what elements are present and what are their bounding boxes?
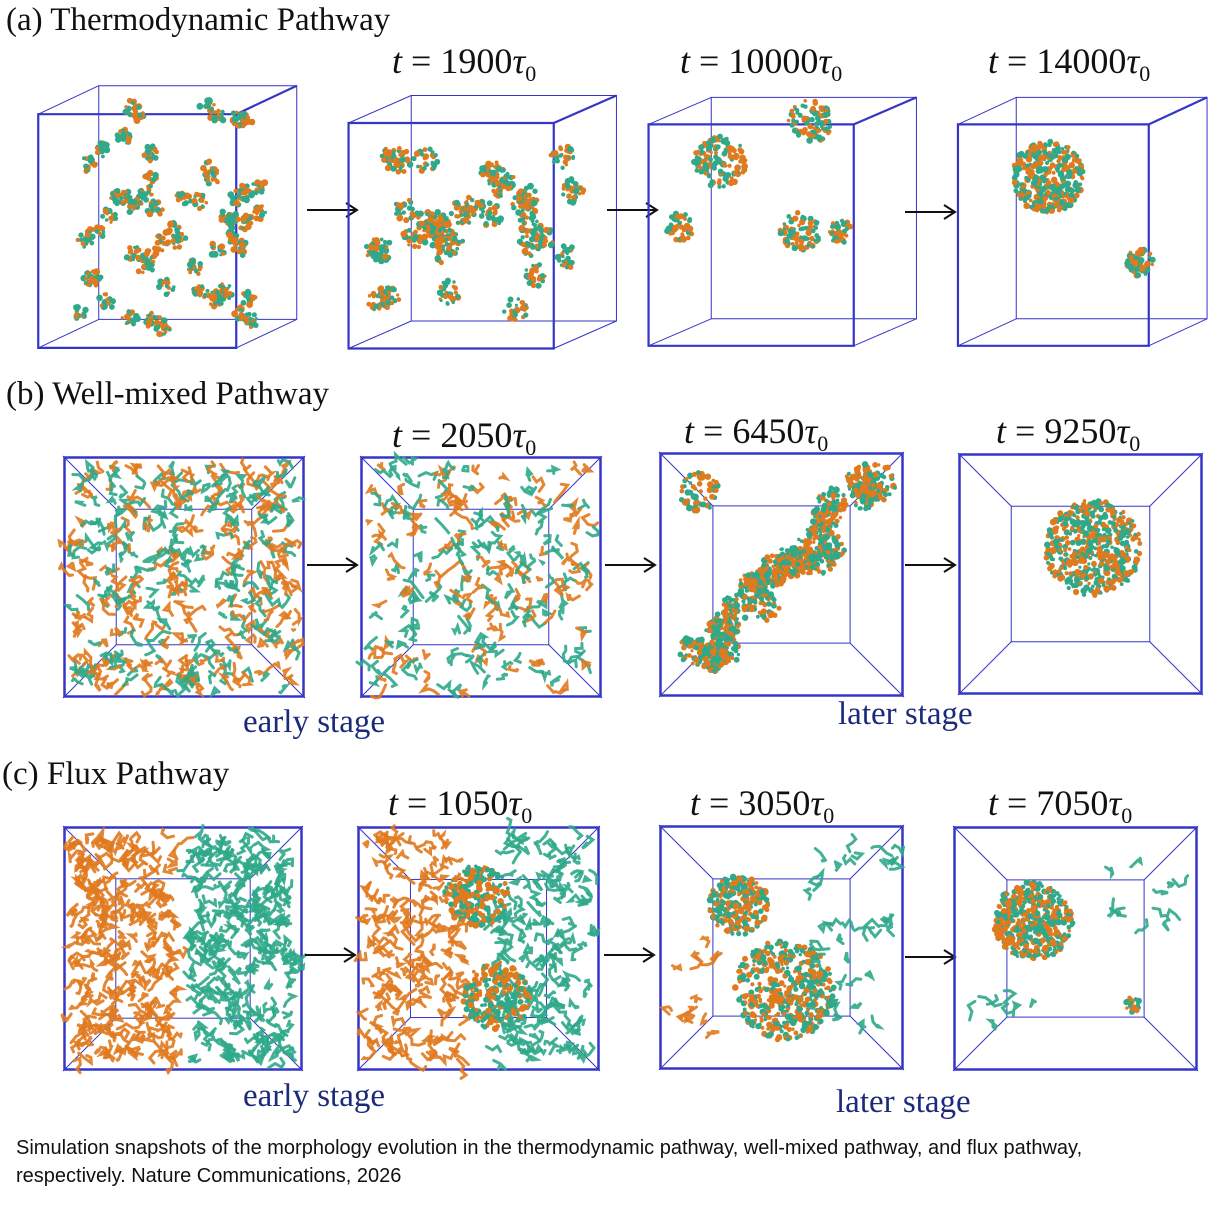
particle-clusters [364, 143, 587, 323]
panel-c-time-2: t = 3050τ0 [690, 783, 835, 829]
arrow-icon [905, 949, 957, 965]
particle-network [677, 461, 898, 674]
panel-a-snapshot-2 [347, 94, 617, 350]
panel-a-label: (a) [6, 2, 43, 38]
panel-c-time-1: t = 1050τ0 [388, 783, 533, 829]
particle-clusters [73, 97, 269, 338]
panel-b-time-3: t = 9250τ0 [996, 411, 1141, 457]
simulation-box-square [957, 452, 1204, 696]
panel-c-name: Flux Pathway [46, 756, 230, 792]
particle-clusters [1011, 138, 1156, 279]
simulation-box-square [658, 824, 905, 1071]
panel-b-snapshot-2 [355, 450, 603, 700]
panel-c-snapshot-2 [353, 817, 601, 1080]
simulation-box-cube [37, 84, 298, 349]
panel-b-stage-early: early stage [243, 704, 386, 740]
particle-droplet [1043, 498, 1143, 598]
panel-a-title: (a) Thermodynamic Pathway [6, 2, 390, 39]
panel-c-snapshot-4 [952, 825, 1199, 1072]
particle-network [60, 824, 307, 1076]
particle-network [353, 817, 601, 1080]
panel-b-snapshot-1 [57, 455, 306, 699]
panel-c-stage-later: later stage [836, 1084, 971, 1120]
simulation-box-square [952, 825, 1199, 1072]
particle-network [355, 450, 600, 700]
panel-a-snapshot-1 [37, 84, 298, 349]
simulation-box-cube [647, 96, 917, 347]
particle-droplet [966, 856, 1190, 1031]
simulation-box-square [658, 451, 905, 698]
figure-caption: Simulation snapshots of the morphology e… [16, 1137, 1083, 1187]
panel-a-time-1: t = 1900τ0 [392, 41, 537, 87]
panel-b-snapshot-3 [658, 451, 905, 698]
particle-droplets [659, 833, 906, 1043]
particle-clusters [664, 98, 853, 253]
arrow-icon [604, 947, 656, 963]
arrow-icon [605, 557, 657, 573]
panel-c-title: (c) Flux Pathway [2, 756, 229, 793]
arrow-icon [307, 557, 359, 573]
panel-b-time-1: t = 2050τ0 [392, 415, 537, 461]
panel-c-stage-early: early stage [243, 1078, 386, 1114]
panel-a-snapshot-4 [956, 96, 1208, 347]
panel-c-snapshot-1 [60, 824, 307, 1076]
particle-network [57, 457, 306, 699]
arrow-icon [905, 204, 957, 220]
simulation-box-square [62, 455, 306, 699]
simulation-box-square [359, 455, 603, 699]
simulation-box-cube [347, 94, 617, 350]
panel-a-name: Thermodynamic Pathway [50, 2, 391, 38]
panel-a-time-2: t = 10000τ0 [680, 41, 843, 87]
panel-c-time-3: t = 7050τ0 [988, 783, 1133, 829]
panel-b-time-2: t = 6450τ0 [684, 411, 829, 457]
simulation-box-cube [956, 96, 1208, 347]
panel-c-label: (c) [2, 756, 39, 792]
panel-b-title: (b) Well-mixed Pathway [6, 376, 329, 413]
panel-a-snapshot-3 [647, 96, 917, 347]
arrow-icon [905, 557, 957, 573]
panel-a-time-3: t = 14000τ0 [988, 41, 1151, 87]
panel-b-name: Well-mixed Pathway [52, 376, 329, 412]
panel-b-label: (b) [6, 376, 45, 412]
arrow-icon [305, 947, 357, 963]
panel-c-snapshot-3 [658, 824, 906, 1071]
panel-b-stage-later: later stage [838, 696, 973, 732]
panel-b-snapshot-4 [957, 452, 1204, 696]
